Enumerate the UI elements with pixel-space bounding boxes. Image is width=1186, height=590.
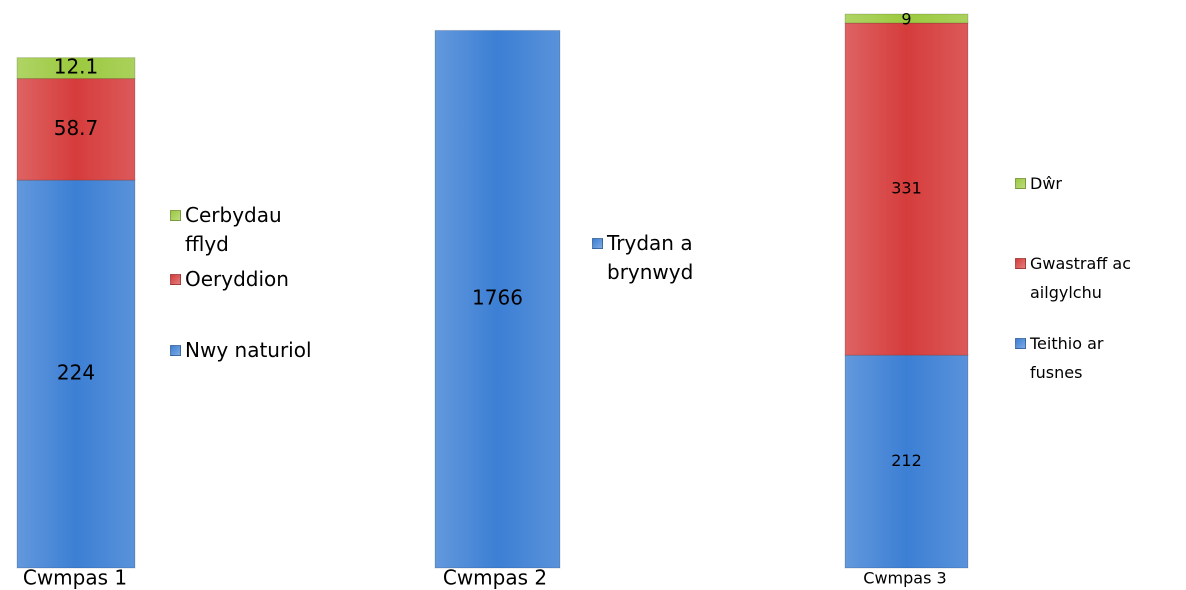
legend-item: Teithio ar fusnes	[1015, 329, 1150, 387]
data-label: 1766	[472, 286, 523, 310]
data-label: 212	[891, 451, 922, 470]
legend-item: Gwastraff ac ailgylchu	[1015, 249, 1150, 307]
bar-segment	[16, 78, 136, 181]
legend-item: Oeryddion	[170, 265, 315, 294]
legend-swatch	[1015, 338, 1026, 349]
legend-swatch	[1015, 178, 1026, 189]
bar-segment	[844, 22, 969, 356]
legend-label: Teithio ar fusnes	[1030, 334, 1104, 382]
bar-segment	[844, 354, 969, 569]
legend-swatch	[170, 210, 181, 221]
legend-label: Trydan a brynwyd	[607, 231, 694, 284]
bar-segment	[16, 179, 136, 569]
legend-item: Cerbydau fflyd	[170, 201, 315, 259]
legend-label: Oeryddion	[185, 267, 289, 291]
bar-segment	[434, 29, 561, 569]
legend-swatch	[170, 345, 181, 356]
data-label: 12.1	[54, 55, 99, 79]
legend-label: Nwy naturiol	[185, 338, 312, 362]
x-tick-label: Cwmpas 1	[23, 566, 127, 590]
x-tick-label: Cwmpas 2	[443, 566, 547, 590]
legend-item: Nwy naturiol	[170, 336, 315, 365]
bar-segment	[16, 57, 136, 80]
legend-label: Dŵr	[1030, 174, 1062, 193]
data-label: 9	[901, 10, 911, 29]
legend-label: Cerbydau fflyd	[185, 203, 282, 256]
legend-item: Trydan a brynwyd	[592, 229, 742, 287]
data-label: 58.7	[54, 116, 99, 140]
legend-label: Gwastraff ac ailgylchu	[1030, 254, 1131, 302]
x-tick-label: Cwmpas 3	[863, 569, 946, 588]
bar-segment	[844, 13, 969, 24]
legend-swatch	[592, 238, 603, 249]
legend-swatch	[1015, 258, 1026, 269]
legend-swatch	[170, 274, 181, 285]
data-label: 331	[891, 179, 922, 198]
legend-item: Dŵr	[1015, 169, 1150, 198]
data-label: 224	[57, 361, 95, 385]
